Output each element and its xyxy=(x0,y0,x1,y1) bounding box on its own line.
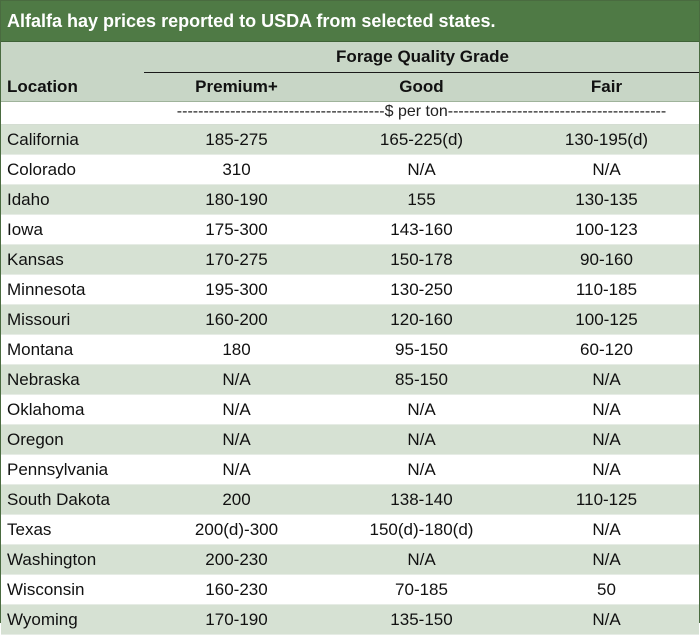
good-column-header: Good xyxy=(399,77,444,96)
table-title: Alfalfa hay prices reported to USDA from… xyxy=(1,1,699,42)
premium-price-cell: N/A xyxy=(222,430,251,449)
fair-price-cell: N/A xyxy=(592,160,621,179)
table-row: Missouri 160-200 120-160 100-125 xyxy=(1,305,699,335)
good-price-cell: 138-140 xyxy=(390,490,453,509)
premium-price-cell: N/A xyxy=(222,400,251,419)
good-price-cell: 120-160 xyxy=(390,310,453,329)
table-row: Pennsylvania N/A N/A N/A xyxy=(1,455,699,485)
table-row: Iowa 175-300 143-160 100-123 xyxy=(1,215,699,245)
location-cell: Texas xyxy=(7,520,52,539)
fair-price-cell: 130-135 xyxy=(575,190,638,209)
fair-price-cell: 110-185 xyxy=(575,280,638,299)
premium-price-cell: 175-300 xyxy=(205,220,268,239)
good-price-cell: 150(d)-180(d) xyxy=(369,520,474,539)
table-header: Forage Quality Grade Location Premium+ G… xyxy=(1,42,699,102)
location-cell: South Dakota xyxy=(7,490,111,509)
good-price-cell: 135-150 xyxy=(390,610,453,629)
location-cell: Kansas xyxy=(7,250,64,269)
fair-price-cell: N/A xyxy=(592,610,621,629)
good-price-cell: N/A xyxy=(407,460,436,479)
fair-price-cell: 130-195(d) xyxy=(564,130,649,149)
fair-price-cell: N/A xyxy=(592,430,621,449)
location-cell: Oklahoma xyxy=(7,400,85,419)
good-price-cell: 165-225(d) xyxy=(379,130,464,149)
premium-price-cell: 185-275 xyxy=(205,130,268,149)
location-cell: Missouri xyxy=(7,310,71,329)
location-cell: Nebraska xyxy=(7,370,80,389)
units-label: ---------------------------------------$… xyxy=(176,103,667,120)
good-price-cell: N/A xyxy=(407,550,436,569)
table-row: California 185-275 165-225(d) 130-195(d) xyxy=(1,125,699,155)
location-cell: Colorado xyxy=(7,160,76,179)
good-price-cell: N/A xyxy=(407,430,436,449)
good-price-cell: N/A xyxy=(407,400,436,419)
header-divider xyxy=(144,72,699,73)
premium-price-cell: 160-230 xyxy=(205,580,268,599)
fair-column-header: Fair xyxy=(590,77,623,96)
premium-column-header: Premium+ xyxy=(195,77,278,96)
premium-price-cell: 180-190 xyxy=(205,190,268,209)
table-row: Oregon N/A N/A N/A xyxy=(1,425,699,455)
table-row: Kansas 170-275 150-178 90-160 xyxy=(1,245,699,275)
table-row: Wisconsin 160-230 70-185 50 xyxy=(1,575,699,605)
units-row: ---------------------------------------$… xyxy=(1,102,699,125)
table-row: Montana 180 95-150 60-120 xyxy=(1,335,699,365)
table-row: Texas 200(d)-300 150(d)-180(d) N/A xyxy=(1,515,699,545)
location-cell: Idaho xyxy=(7,190,50,209)
premium-price-cell: 170-190 xyxy=(205,610,268,629)
premium-price-cell: 160-200 xyxy=(205,310,268,329)
fair-price-cell: N/A xyxy=(592,370,621,389)
premium-price-cell: N/A xyxy=(222,370,251,389)
good-price-cell: N/A xyxy=(407,160,436,179)
table-row: Colorado 310 N/A N/A xyxy=(1,155,699,185)
table-row: Nebraska N/A 85-150 N/A xyxy=(1,365,699,395)
premium-price-cell: 170-275 xyxy=(205,250,268,269)
premium-price-cell: N/A xyxy=(222,460,251,479)
premium-price-cell: 180 xyxy=(222,340,251,359)
good-price-cell: 85-150 xyxy=(395,370,448,389)
table-row: Washington 200-230 N/A N/A xyxy=(1,545,699,575)
location-cell: Minnesota xyxy=(7,280,86,299)
good-price-cell: 130-250 xyxy=(390,280,453,299)
fair-price-cell: N/A xyxy=(592,550,621,569)
fair-price-cell: 50 xyxy=(597,580,616,599)
table-row: Idaho 180-190 155 130-135 xyxy=(1,185,699,215)
location-cell: Iowa xyxy=(7,220,43,239)
premium-price-cell: 200 xyxy=(222,490,251,509)
location-cell: Wisconsin xyxy=(7,580,85,599)
table-row: Minnesota 195-300 130-250 110-185 xyxy=(1,275,699,305)
fair-price-cell: N/A xyxy=(592,460,621,479)
premium-price-cell: 310 xyxy=(222,160,251,179)
fair-price-cell: 100-125 xyxy=(575,310,638,329)
table-row: Oklahoma N/A N/A N/A xyxy=(1,395,699,425)
table-row: South Dakota 200 138-140 110-125 xyxy=(1,485,699,515)
good-price-cell: 70-185 xyxy=(395,580,448,599)
location-cell: California xyxy=(7,130,79,149)
fair-price-cell: 60-120 xyxy=(580,340,633,359)
good-price-cell: 95-150 xyxy=(395,340,448,359)
premium-price-cell: 200(d)-300 xyxy=(194,520,279,539)
location-cell: Oregon xyxy=(7,430,64,449)
location-cell: Wyoming xyxy=(7,610,78,629)
good-price-cell: 150-178 xyxy=(390,250,453,269)
location-cell: Washington xyxy=(7,550,97,569)
good-price-cell: 143-160 xyxy=(390,220,453,239)
location-column-header: Location xyxy=(7,77,78,96)
fair-price-cell: N/A xyxy=(592,400,621,419)
forage-quality-grade-header: Forage Quality Grade xyxy=(336,47,509,66)
location-cell: Pennsylvania xyxy=(7,460,109,479)
fair-price-cell: 110-125 xyxy=(575,490,638,509)
fair-price-cell: N/A xyxy=(592,520,621,539)
good-price-cell: 155 xyxy=(407,190,436,209)
table-body: California 185-275 165-225(d) 130-195(d) Col… xyxy=(1,125,699,635)
premium-price-cell: 200-230 xyxy=(205,550,268,569)
location-cell: Montana xyxy=(7,340,74,359)
fair-price-cell: 90-160 xyxy=(580,250,633,269)
premium-price-cell: 195-300 xyxy=(205,280,268,299)
fair-price-cell: 100-123 xyxy=(575,220,638,239)
table-row: Wyoming 170-190 135-150 N/A xyxy=(1,605,699,635)
